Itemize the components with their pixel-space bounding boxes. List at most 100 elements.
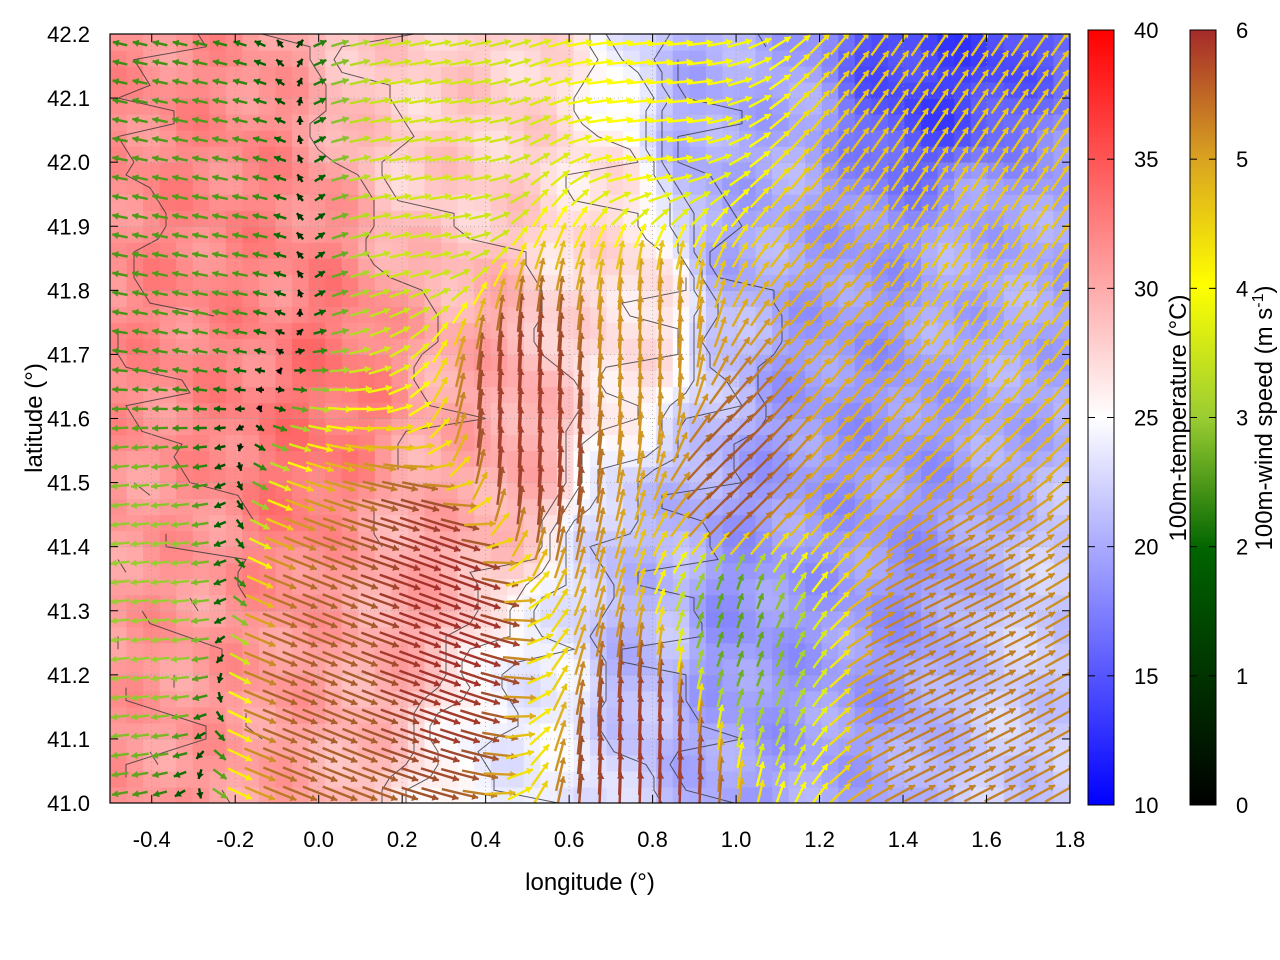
heatmap-cell: [192, 66, 210, 83]
heatmap-cell: [258, 226, 277, 243]
heatmap-cell: [308, 226, 326, 243]
heatmap-cell: [126, 450, 144, 468]
heatmap-cell: [242, 82, 260, 99]
heatmap-cell: [110, 306, 128, 323]
heatmap-cell: [325, 258, 343, 275]
heatmap-cell: [1020, 322, 1038, 339]
heatmap-cell: [374, 562, 392, 580]
heatmap-cell: [242, 642, 260, 660]
heatmap-cell: [540, 450, 558, 468]
heatmap-cell: [110, 354, 128, 372]
heatmap-cell: [374, 674, 392, 692]
heatmap-cell: [308, 178, 326, 195]
heatmap-cell: [110, 178, 128, 195]
heatmap-cell: [110, 418, 128, 436]
heatmap-cell: [722, 706, 740, 724]
heatmap-cell: [126, 466, 144, 484]
heatmap-cell: [209, 738, 227, 756]
heatmap-cell: [308, 466, 326, 484]
heatmap-cell: [209, 578, 227, 596]
heatmap-cell: [292, 466, 310, 484]
heatmap-cell: [374, 754, 392, 772]
heatmap-cell: [110, 786, 128, 803]
heatmap-cell: [292, 546, 310, 564]
heatmap-cell: [292, 258, 310, 275]
heatmap-cell: [722, 674, 740, 692]
heatmap-cell: [176, 658, 194, 676]
heatmap-cell: [242, 482, 260, 500]
heatmap-cell: [606, 210, 624, 227]
heatmap-cell: [623, 82, 641, 99]
heatmap-cell: [341, 322, 359, 339]
heatmap-cell: [126, 402, 144, 420]
heatmap-cell: [209, 370, 227, 388]
heatmap-cell: [126, 306, 144, 323]
heatmap-cell: [738, 578, 757, 596]
heatmap-cell: [937, 370, 955, 388]
heatmap-cell: [159, 786, 177, 803]
heatmap-cell: [772, 530, 790, 548]
heatmap-cell: [258, 114, 277, 131]
heatmap-cell: [258, 322, 277, 339]
heatmap-cell: [126, 562, 144, 580]
heatmap-cell: [159, 690, 177, 708]
heatmap-cell: [225, 418, 244, 436]
heatmap-cell: [258, 82, 277, 99]
heatmap-cell: [292, 338, 310, 356]
heatmap-cell: [722, 770, 740, 788]
heatmap-cell: [225, 706, 244, 724]
heatmap-cell: [325, 130, 343, 147]
heatmap-cell: [242, 466, 260, 484]
heatmap-cell: [1053, 434, 1070, 452]
heatmap-cell: [325, 402, 343, 420]
heatmap-cell: [292, 162, 310, 179]
heatmap-cell: [341, 130, 359, 147]
heatmap-cell: [159, 738, 177, 756]
heatmap-cell: [407, 258, 426, 275]
heatmap-cell: [242, 226, 260, 243]
heatmap-cell: [258, 370, 277, 388]
heatmap-cell: [176, 274, 194, 291]
heatmap-cell: [292, 66, 310, 83]
heatmap-cell: [407, 226, 426, 243]
heatmap-cell: [391, 66, 409, 83]
heatmap-cell: [242, 50, 260, 67]
heatmap-cell: [242, 418, 260, 436]
heatmap-cell: [110, 370, 128, 388]
heatmap-cell: [225, 562, 244, 580]
heatmap-cell: [606, 82, 624, 99]
heatmap-cell: [126, 210, 144, 227]
heatmap-cell: [258, 482, 277, 500]
heatmap-cell: [159, 322, 177, 339]
heatmap-cell: [126, 642, 144, 660]
heatmap-cell: [540, 178, 558, 195]
heatmap-cell: [225, 658, 244, 676]
heatmap-cell: [623, 322, 641, 339]
heatmap-cell: [176, 690, 194, 708]
heatmap-cell: [821, 674, 839, 692]
heatmap-cell: [391, 178, 409, 195]
heatmap-cell: [772, 178, 790, 195]
heatmap-cell: [209, 258, 227, 275]
heatmap-cell: [374, 178, 392, 195]
heatmap-cell: [176, 370, 194, 388]
heatmap-cell: [126, 738, 144, 756]
heatmap-cell: [325, 594, 343, 612]
heatmap-cell: [1020, 194, 1038, 211]
heatmap-cell: [854, 162, 872, 179]
heatmap-cell: [325, 226, 343, 243]
heatmap-cell: [623, 290, 641, 307]
heatmap-cell: [987, 82, 1005, 99]
heatmap-cell: [407, 114, 426, 131]
heatmap-cell: [192, 658, 210, 676]
heatmap-cell: [1020, 226, 1038, 243]
heatmap-cell: [722, 594, 740, 612]
heatmap-cell: [292, 450, 310, 468]
heatmap-cell: [225, 610, 244, 628]
heatmap-cell: [1020, 130, 1038, 147]
heatmap-cell: [292, 194, 310, 211]
heatmap-cell: [275, 370, 293, 388]
heatmap-cell: [457, 514, 475, 532]
heatmap-cell: [242, 434, 260, 452]
heatmap-cell: [225, 338, 244, 356]
